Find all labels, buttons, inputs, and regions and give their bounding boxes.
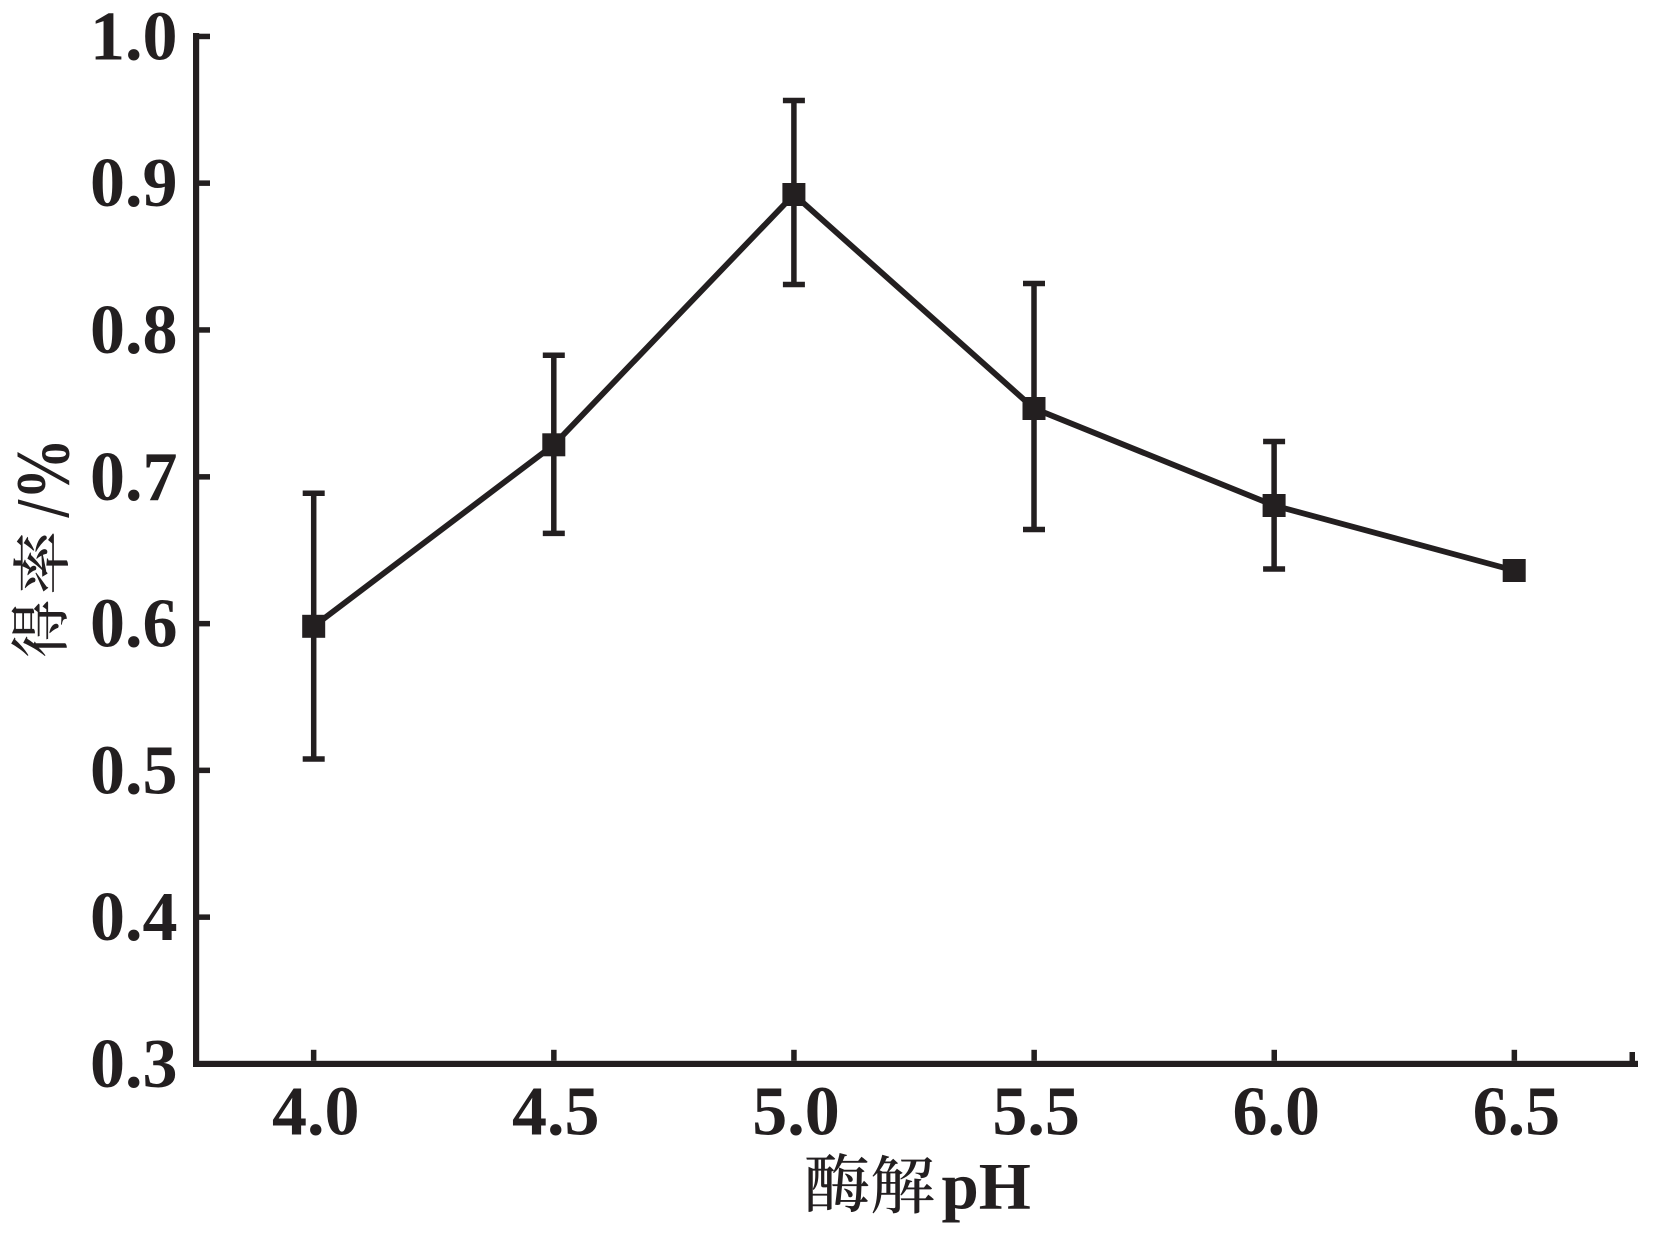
svg-text:0.7: 0.7 (90, 439, 178, 516)
svg-text:0.9: 0.9 (90, 145, 178, 222)
svg-text:6.5: 6.5 (1473, 1074, 1561, 1151)
svg-text:1.0: 1.0 (90, 0, 178, 75)
svg-text:0.5: 0.5 (90, 732, 178, 809)
svg-text:0.3: 0.3 (90, 1026, 178, 1103)
svg-text:5.0: 5.0 (752, 1074, 840, 1151)
svg-text:0.6: 0.6 (90, 586, 178, 663)
svg-text:pH: pH (942, 1150, 1031, 1224)
svg-text:0.4: 0.4 (90, 879, 178, 956)
svg-text:6.0: 6.0 (1233, 1074, 1321, 1151)
svg-text:5.5: 5.5 (992, 1074, 1080, 1151)
svg-text:/%: /% (2, 438, 87, 518)
svg-text:4.5: 4.5 (512, 1074, 600, 1151)
svg-text:4.0: 4.0 (272, 1074, 360, 1151)
svg-text:0.8: 0.8 (90, 292, 178, 369)
